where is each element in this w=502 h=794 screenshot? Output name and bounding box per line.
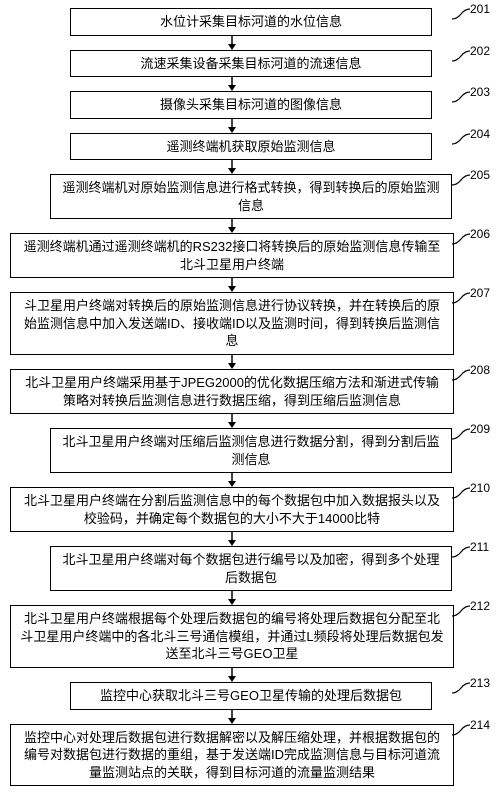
flowchart-arrow [10, 160, 492, 174]
step-number-label: 208 [470, 363, 490, 377]
step-number-label: 206 [470, 227, 490, 241]
flowchart-step-box: 监控中心对处理后数据包进行数据解密以及解压缩处理，并根据数据包的编号对数据包进行… [10, 724, 454, 787]
flowchart-arrow [10, 355, 492, 369]
flowchart-arrow [10, 710, 492, 724]
step-number-label: 211 [470, 540, 489, 554]
flowchart-arrow [10, 668, 492, 682]
flowchart-step-row: 遥测终端机通过遥测终端机的RS232接口将转换后的原始监测信息传输至北斗卫星用户… [10, 233, 492, 278]
step-number-label: 205 [470, 168, 490, 182]
flowchart-arrow [10, 278, 492, 292]
flowchart-step-row: 流速采集设备采集目标河道的流速信息 202 [10, 50, 492, 78]
flowchart-step-box: 遥测终端机对原始监测信息进行格式转换，得到转换后的原始监测信息 [50, 174, 452, 219]
flowchart-arrow [10, 119, 492, 133]
flowchart-arrow [10, 591, 492, 605]
flowchart-step-box: 摄像头采集目标河道的图像信息 [70, 91, 432, 119]
flowchart-step-row: 北斗卫星用户终端对压缩后监测信息进行数据分割，得到分割后监测信息 209 [10, 428, 492, 473]
flowchart-step-box: 监控中心获取北斗三号GEO卫星传输的处理后数据包 [70, 682, 432, 710]
flowchart-step-row: 北斗卫星用户终端采用基于JPEG2000的优化数据压缩方法和渐进式传输策略对转换… [10, 369, 492, 414]
step-number-label: 214 [470, 718, 490, 732]
flowchart-step-box: 北斗卫星用户终端根据每个处理后数据包的编号将处理后数据包分配至北斗卫星用户终端中… [10, 605, 454, 668]
flowchart-step-row: 水位计采集目标河道的水位信息 201 [10, 8, 492, 36]
flowchart-arrow [10, 36, 492, 50]
flowchart-step-row: 监控中心获取北斗三号GEO卫星传输的处理后数据包 213 [10, 682, 492, 710]
step-number-label: 204 [470, 127, 490, 141]
flowchart-arrow [10, 532, 492, 546]
flowchart-step-box: 流速采集设备采集目标河道的流速信息 [70, 50, 432, 78]
step-number-label: 212 [470, 599, 490, 613]
step-number-label: 202 [470, 44, 490, 58]
step-number-label: 209 [470, 422, 490, 436]
flowchart-step-box: 斗卫星用户终端对转换后的原始监测信息进行协议转换，并在转换后的原始监测信息中加入… [10, 292, 454, 355]
flowchart-arrow [10, 219, 492, 233]
flowchart-step-row: 遥测终端机对原始监测信息进行格式转换，得到转换后的原始监测信息 205 [10, 174, 492, 219]
flowchart-step-box: 遥测终端机获取原始监测信息 [70, 133, 432, 161]
flowchart-step-row: 斗卫星用户终端对转换后的原始监测信息进行协议转换，并在转换后的原始监测信息中加入… [10, 292, 492, 355]
flowchart-step-row: 北斗卫星用户终端对每个数据包进行编号以及加密，得到多个处理后数据包 211 [10, 546, 492, 591]
step-number-label: 207 [470, 286, 490, 300]
flowchart-step-box: 北斗卫星用户终端对每个数据包进行编号以及加密，得到多个处理后数据包 [50, 546, 452, 591]
flowchart-step-row: 北斗卫星用户终端在分割后监测信息中的每个数据包中加入数据报头以及校验码，并确定每… [10, 487, 492, 532]
flowchart-arrow [10, 414, 492, 428]
flowchart-step-box: 水位计采集目标河道的水位信息 [70, 8, 432, 36]
flowchart-step-box: 北斗卫星用户终端采用基于JPEG2000的优化数据压缩方法和渐进式传输策略对转换… [10, 369, 454, 414]
step-number-label: 201 [470, 2, 490, 16]
flowchart-arrow [10, 473, 492, 487]
flowchart-step-box: 遥测终端机通过遥测终端机的RS232接口将转换后的原始监测信息传输至北斗卫星用户… [10, 233, 454, 278]
step-number-label: 213 [470, 676, 490, 690]
flowchart-step-row: 北斗卫星用户终端根据每个处理后数据包的编号将处理后数据包分配至北斗卫星用户终端中… [10, 605, 492, 668]
flowchart-step-box: 北斗卫星用户终端对压缩后监测信息进行数据分割，得到分割后监测信息 [50, 428, 452, 473]
step-number-label: 203 [470, 85, 490, 99]
flowchart-step-row: 监控中心对处理后数据包进行数据解密以及解压缩处理，并根据数据包的编号对数据包进行… [10, 724, 492, 787]
step-number-label: 210 [470, 481, 490, 495]
flowchart-arrow [10, 77, 492, 91]
flowchart-container: 水位计采集目标河道的水位信息 201 流速采集设备采集目标河道的流速信息 202… [10, 8, 492, 786]
flowchart-step-row: 遥测终端机获取原始监测信息 204 [10, 133, 492, 161]
flowchart-step-row: 摄像头采集目标河道的图像信息 203 [10, 91, 492, 119]
flowchart-step-box: 北斗卫星用户终端在分割后监测信息中的每个数据包中加入数据报头以及校验码，并确定每… [10, 487, 454, 532]
